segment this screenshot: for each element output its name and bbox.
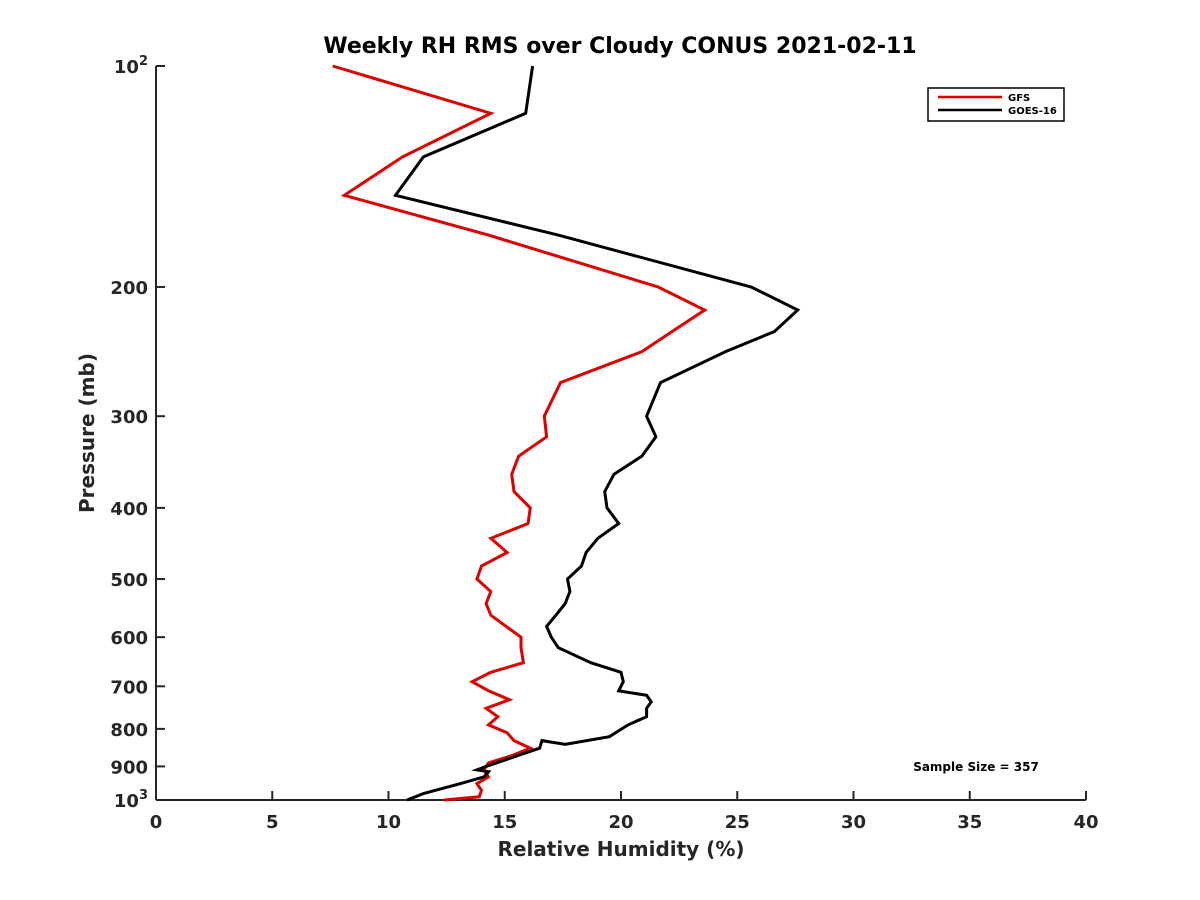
x-tick-label: 20	[608, 812, 633, 833]
y-tick-label: 500	[110, 570, 148, 591]
x-tick-label: 30	[841, 812, 866, 833]
y-tick-label: 300	[110, 407, 148, 428]
sample-size-annotation: Sample Size = 357	[913, 760, 1039, 774]
legend-label-gfs: GFS	[1008, 93, 1030, 104]
y-tick-label: 600	[110, 628, 148, 649]
y-tick-label: 102	[114, 54, 148, 78]
y-axis-label: Pressure (mb)	[75, 353, 99, 513]
y-tick-label: 103	[114, 788, 148, 812]
y-axis-ticks: 102 200 300 400 500 600 700 800 900 103	[110, 54, 165, 812]
chart-title: Weekly RH RMS over Cloudy CONUS 2021-02-…	[323, 34, 916, 59]
legend-label-goes-16: GOES-16	[1008, 106, 1057, 117]
legend: GFS GOES-16	[927, 87, 1065, 122]
x-axis-label: Relative Humidity (%)	[497, 837, 744, 861]
x-tick-label: 35	[957, 812, 982, 833]
series-line-goes-16	[392, 65, 801, 802]
x-axis-ticks: 0 5 10 15 20 25 30 35 40	[150, 791, 1099, 833]
y-tick-label: 700	[110, 677, 148, 698]
y-tick-label: 400	[110, 499, 148, 520]
series-line-gfs	[332, 64, 708, 802]
x-tick-label: 0	[150, 812, 163, 833]
x-tick-label: 10	[376, 812, 401, 833]
x-tick-label: 15	[492, 812, 517, 833]
x-tick-label: 25	[725, 812, 750, 833]
y-tick-label: 200	[110, 278, 148, 299]
y-tick-label: 900	[110, 757, 148, 778]
x-tick-label: 5	[266, 812, 279, 833]
legend-box	[927, 87, 1065, 122]
y-tick-label: 800	[110, 720, 148, 741]
x-tick-label: 40	[1073, 812, 1098, 833]
